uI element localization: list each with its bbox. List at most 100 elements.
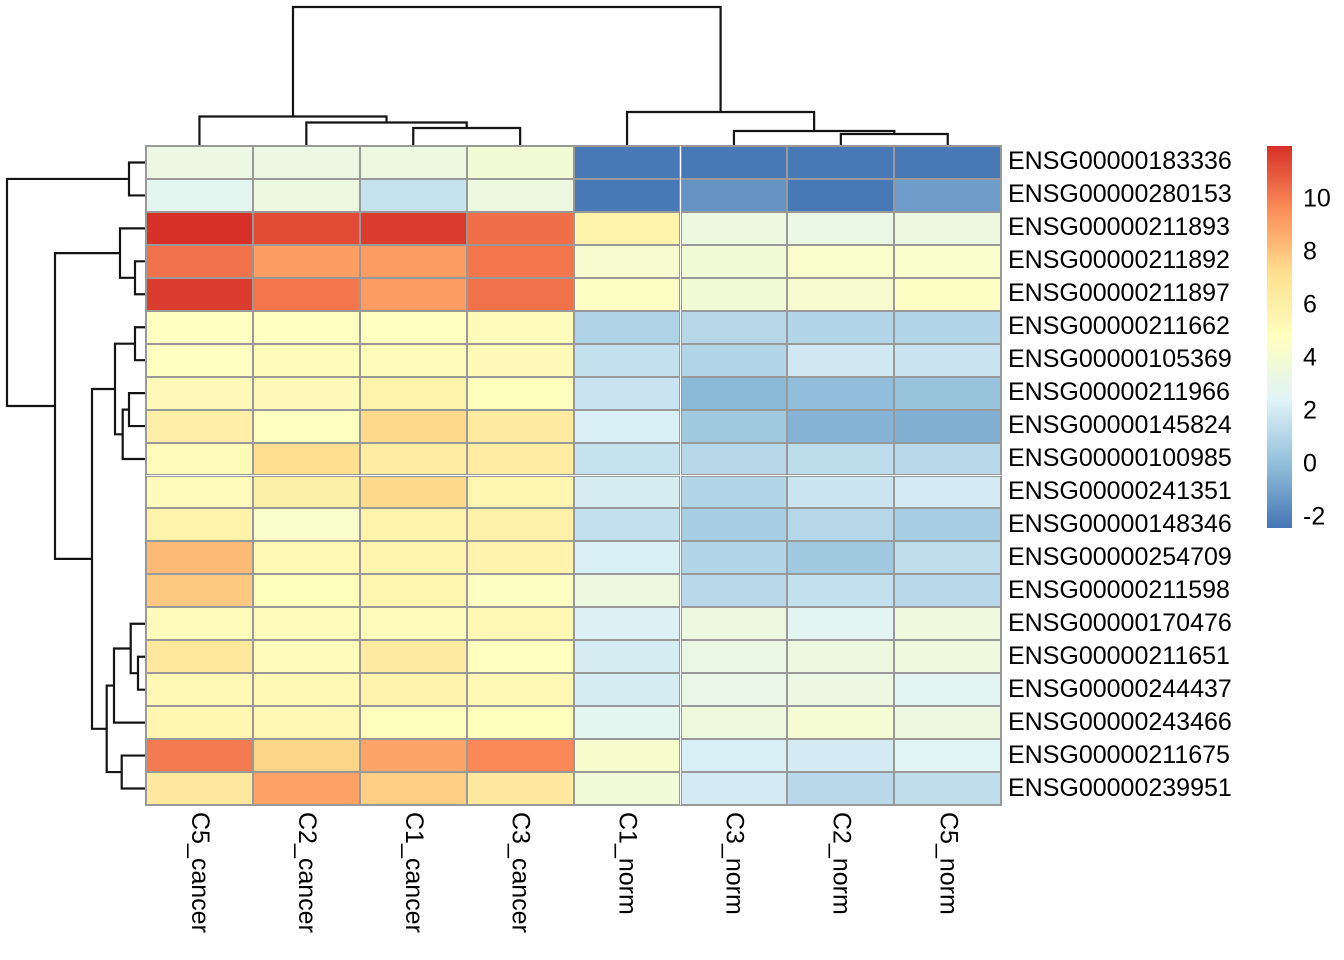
heatmap-cell bbox=[252, 343, 360, 377]
heatmap-cell bbox=[146, 673, 253, 707]
heatmap-cell bbox=[466, 772, 574, 805]
heatmap-cell bbox=[573, 706, 681, 740]
row-label: ENSG00000239951 bbox=[1008, 773, 1232, 802]
heatmap-cell bbox=[359, 409, 467, 443]
row-label: ENSG00000148346 bbox=[1008, 509, 1232, 538]
row-label: ENSG00000211651 bbox=[1008, 641, 1230, 670]
heatmap-cell bbox=[146, 706, 253, 740]
heatmap-cell bbox=[146, 146, 253, 179]
heatmap-cell bbox=[573, 673, 681, 707]
heatmap-cell bbox=[894, 541, 1002, 575]
heatmap-cell bbox=[573, 146, 681, 179]
heatmap-cell bbox=[894, 376, 1002, 410]
heatmap-cell bbox=[894, 343, 1002, 377]
heatmap-cell bbox=[787, 640, 895, 674]
heatmap-cell bbox=[146, 310, 253, 344]
heatmap-cell bbox=[573, 475, 681, 509]
heatmap-cell bbox=[573, 772, 681, 805]
heatmap-cell bbox=[680, 277, 788, 311]
row-label: ENSG00000211662 bbox=[1008, 312, 1230, 341]
heatmap-cell bbox=[252, 706, 360, 740]
heatmap-cell bbox=[680, 739, 788, 773]
heatmap-cell bbox=[680, 442, 788, 476]
heatmap-cell bbox=[787, 673, 895, 707]
heatmap-cell bbox=[894, 277, 1002, 311]
heatmap-cell bbox=[787, 146, 895, 179]
heatmap-cell bbox=[573, 277, 681, 311]
row-dendrogram bbox=[5, 161, 148, 790]
heatmap-cell bbox=[146, 607, 253, 641]
heatmap-cell bbox=[359, 508, 467, 542]
heatmap-cell bbox=[252, 508, 360, 542]
heatmap-cell bbox=[252, 673, 360, 707]
heatmap-cell bbox=[680, 574, 788, 608]
heatmap-cell bbox=[787, 508, 895, 542]
heatmap-cell bbox=[146, 574, 253, 608]
heatmap-cell bbox=[466, 739, 574, 773]
column-label: C2_cancer bbox=[292, 812, 321, 933]
heatmap-cell bbox=[573, 541, 681, 575]
heatmap-cell bbox=[680, 343, 788, 377]
heatmap-cell bbox=[787, 409, 895, 443]
heatmap-cell bbox=[787, 574, 895, 608]
row-label: ENSG00000241351 bbox=[1008, 476, 1232, 505]
column-label: C1_norm bbox=[613, 812, 642, 915]
heatmap-cell bbox=[359, 673, 467, 707]
heatmap-cell bbox=[573, 607, 681, 641]
heatmap-cell bbox=[573, 640, 681, 674]
heatmap-cell bbox=[359, 706, 467, 740]
heatmap-cell bbox=[787, 442, 895, 476]
column-label: C3_cancer bbox=[506, 812, 535, 933]
heatmap-cell bbox=[466, 310, 574, 344]
heatmap-cell bbox=[146, 508, 253, 542]
heatmap-cell bbox=[894, 706, 1002, 740]
heatmap-cell bbox=[359, 376, 467, 410]
heatmap-cell bbox=[787, 607, 895, 641]
heatmap-cell bbox=[573, 508, 681, 542]
heatmap-cell bbox=[466, 541, 574, 575]
heatmap-cell bbox=[252, 211, 360, 245]
heatmap-cell bbox=[466, 343, 574, 377]
legend-tick-label: 6 bbox=[1303, 290, 1317, 319]
heatmap-cell bbox=[894, 607, 1002, 641]
heatmap-cell bbox=[894, 244, 1002, 278]
row-label: ENSG00000244437 bbox=[1008, 674, 1232, 703]
heatmap-cell bbox=[573, 178, 681, 212]
heatmap-cell bbox=[466, 146, 574, 179]
heatmap-cell bbox=[787, 376, 895, 410]
heatmap-cell bbox=[359, 574, 467, 608]
column-label: C5_norm bbox=[934, 812, 963, 915]
heatmap-cell bbox=[894, 574, 1002, 608]
heatmap-cell bbox=[894, 442, 1002, 476]
row-label: ENSG00000243466 bbox=[1008, 707, 1232, 736]
legend-tick-label: 2 bbox=[1303, 396, 1317, 425]
row-label: ENSG00000211893 bbox=[1008, 213, 1230, 242]
column-label: C5_cancer bbox=[185, 812, 214, 933]
heatmap-cell bbox=[680, 508, 788, 542]
heatmap-cell bbox=[573, 244, 681, 278]
heatmap-grid bbox=[144, 145, 1003, 806]
heatmap-cell bbox=[359, 244, 467, 278]
row-label: ENSG00000100985 bbox=[1008, 444, 1232, 473]
heatmap-cell bbox=[680, 640, 788, 674]
heatmap-cell bbox=[894, 211, 1002, 245]
heatmap-cell bbox=[359, 211, 467, 245]
row-label: ENSG00000170476 bbox=[1008, 608, 1232, 637]
heatmap-cell bbox=[252, 739, 360, 773]
heatmap-cell bbox=[146, 409, 253, 443]
column-label: C1_cancer bbox=[399, 812, 428, 933]
heatmap-cell bbox=[573, 409, 681, 443]
heatmap-cell bbox=[359, 475, 467, 509]
heatmap-cell bbox=[680, 706, 788, 740]
heatmap-cell bbox=[252, 178, 360, 212]
heatmap-cell bbox=[252, 475, 360, 509]
heatmap-cell bbox=[466, 376, 574, 410]
heatmap-cell bbox=[146, 442, 253, 476]
heatmap-cell bbox=[680, 409, 788, 443]
heatmap-cell bbox=[359, 739, 467, 773]
heatmap-cell bbox=[359, 772, 467, 805]
row-label: ENSG00000211897 bbox=[1008, 279, 1230, 308]
heatmap-cell bbox=[680, 772, 788, 805]
heatmap-cell bbox=[466, 244, 574, 278]
legend-tick-label: 0 bbox=[1303, 449, 1317, 478]
